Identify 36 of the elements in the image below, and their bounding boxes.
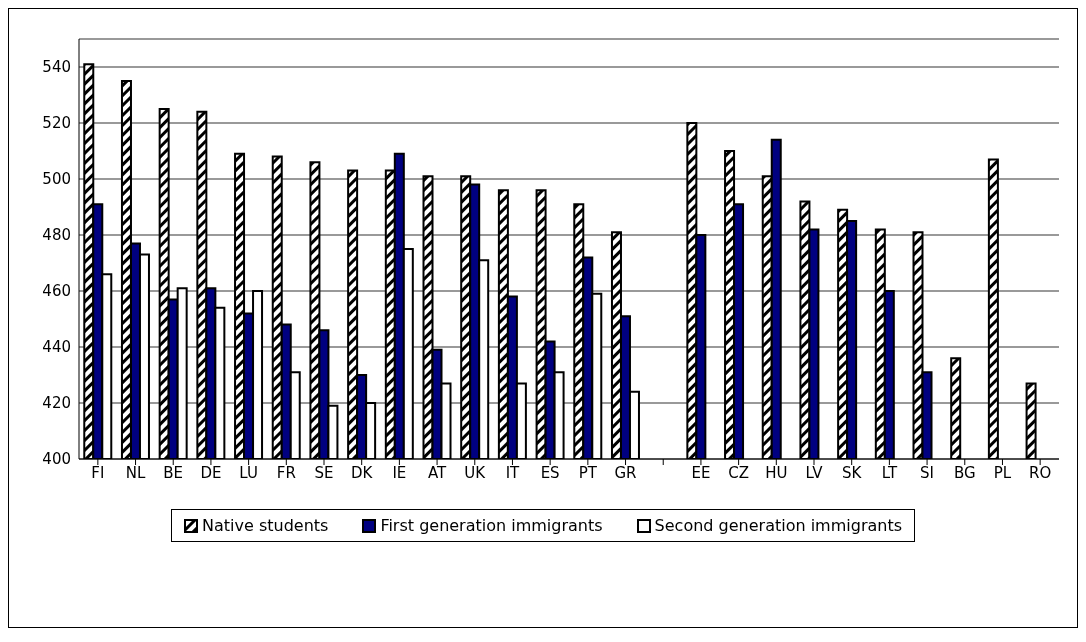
x-tick-label: SI (920, 463, 935, 482)
y-tick-label: 460 (42, 282, 71, 301)
y-tick-label: 520 (42, 114, 71, 133)
x-tick-label: FI (91, 463, 105, 482)
legend-label: Second generation immigrants (653, 516, 903, 535)
x-tick-label: SE (314, 463, 334, 482)
x-tick-label: EE (691, 463, 711, 482)
x-tick-label: LU (239, 463, 258, 482)
y-tick-label: 480 (42, 226, 71, 245)
x-tick-label: BE (163, 463, 184, 482)
x-tick-label: AT (427, 463, 448, 482)
x-tick-label: HU (765, 463, 788, 482)
x-tick-label: IT (505, 463, 521, 482)
x-tick-label: IE (392, 463, 407, 482)
legend-label: First generation immigrants (379, 516, 603, 535)
x-tick-label: LV (805, 463, 824, 482)
legend-label: Native students (201, 516, 329, 535)
y-tick-label: 420 (42, 394, 71, 413)
y-tick-label: 400 (42, 450, 71, 469)
x-tick-label: GR (614, 463, 637, 482)
x-tick-label: ES (540, 463, 560, 482)
x-tick-label: PT (578, 463, 598, 482)
x-tick-label: LT (881, 463, 898, 482)
y-tick-label: 500 (42, 170, 71, 189)
x-tick-label: UK (464, 463, 487, 482)
x-tick-label: CZ (728, 463, 749, 482)
y-tick-label: 440 (42, 338, 71, 357)
x-tick-label: BG (953, 463, 976, 482)
y-tick-label: 540 (42, 58, 71, 77)
x-tick-label: PL (993, 463, 1012, 482)
x-tick-label: FR (276, 463, 296, 482)
x-tick-label: DK (351, 463, 374, 482)
x-tick-label: RO (1029, 463, 1052, 482)
x-tick-label: DE (200, 463, 222, 482)
x-tick-label: NL (125, 463, 146, 482)
x-tick-label: SK (842, 463, 863, 482)
